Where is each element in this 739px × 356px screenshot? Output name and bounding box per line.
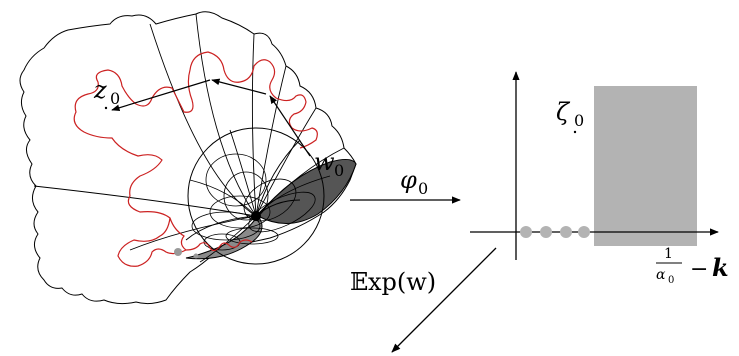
inner-loops <box>191 153 316 251</box>
base-point <box>174 248 182 256</box>
base-point-small <box>193 253 199 259</box>
label-w0-sub: 0 <box>334 161 344 180</box>
left-domain: z 0 w 0 <box>19 11 357 305</box>
arrow-up-from-w0 <box>269 95 311 157</box>
exp-arrow <box>391 247 497 353</box>
z0-point <box>104 106 108 110</box>
axis-dot-1 <box>520 226 532 238</box>
label-frac-den-sub: 0 <box>668 275 674 286</box>
right-plane: ζ 0 1 α 0 − k <box>470 71 729 286</box>
shaded-petal <box>257 158 357 225</box>
shaded-region <box>594 86 697 246</box>
label-frac-num: 1 <box>664 246 673 262</box>
arrow-curve-top <box>211 78 267 95</box>
arrow-to-z0 <box>111 79 211 111</box>
axis-dot-2 <box>540 226 552 238</box>
label-z0: z <box>93 76 107 104</box>
label-exp-bb: 𝔼 <box>350 268 368 296</box>
label-exp-rest: xp(w) <box>368 268 436 296</box>
maps: φ 0 𝔼 xp(w) <box>350 166 497 353</box>
label-z0-sub: 0 <box>110 89 120 108</box>
label-frac-den: α <box>656 267 666 283</box>
domain-boundary <box>19 11 357 305</box>
label-w0: w <box>314 148 335 176</box>
label-zeta0: ζ <box>556 98 571 126</box>
zeta0-point <box>573 130 577 134</box>
label-minus: − <box>690 257 708 282</box>
center-dot <box>251 211 261 221</box>
label-phi0-sub: 0 <box>418 179 428 198</box>
label-phi0: φ <box>400 166 417 194</box>
red-curve <box>73 51 318 267</box>
label-k: k <box>712 253 729 282</box>
central-circle <box>187 127 325 265</box>
label-zeta0-sub: 0 <box>574 111 584 130</box>
axis-dot-3 <box>560 226 572 238</box>
axis-dot-4 <box>578 226 590 238</box>
